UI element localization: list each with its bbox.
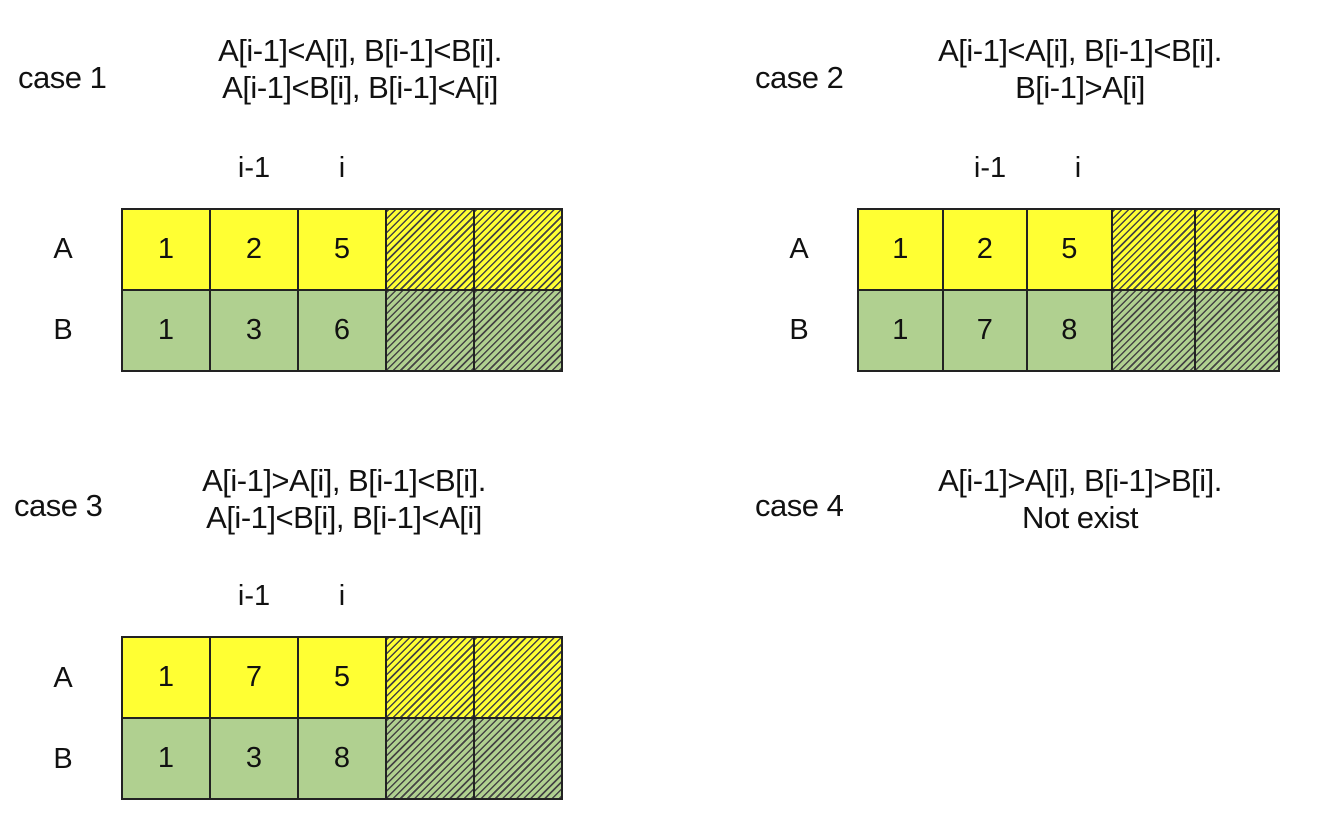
array-b-hatched-cell [385, 289, 475, 372]
array-a-row: 1 7 5 [121, 636, 563, 719]
array-b-hatched-cell [1110, 289, 1197, 372]
array-a-cell: 2 [209, 208, 299, 291]
index-label-cur: i [338, 152, 346, 184]
case-3-panel: case 3 A[i-1]>A[i], B[i-1]<B[i]. A[i-1]<… [0, 420, 620, 820]
index-label-prev: i-1 [973, 152, 1007, 184]
array-b-row: 1 3 6 [121, 289, 563, 372]
condition-line-2: A[i-1]<B[i], B[i-1]<A[i] [206, 500, 482, 535]
row-label-b: B [53, 743, 73, 775]
array-grid: 1 7 5 1 3 8 [121, 636, 563, 800]
condition-text: A[i-1]<A[i], B[i-1]<B[i]. B[i-1]>A[i] [860, 32, 1300, 106]
array-b-hatched-cell [473, 289, 563, 372]
array-grid: 1 2 5 1 7 8 [857, 208, 1280, 372]
array-b-cell: 1 [121, 289, 211, 372]
case-label: case 2 [755, 60, 844, 95]
condition-line-1: A[i-1]>A[i], B[i-1]>B[i]. [938, 463, 1222, 498]
index-label-prev: i-1 [237, 580, 271, 612]
case-4-panel: case 4 A[i-1]>A[i], B[i-1]>B[i]. Not exi… [660, 420, 1280, 820]
case-label: case 4 [755, 488, 844, 523]
array-b-cell: 1 [857, 289, 944, 372]
case-label: case 1 [18, 60, 107, 95]
row-label-b: B [789, 314, 809, 346]
array-a-cell: 1 [857, 208, 944, 291]
array-a-cell: 5 [297, 636, 387, 719]
row-label-a: A [53, 233, 73, 265]
array-b-row: 1 7 8 [857, 289, 1280, 372]
condition-text: A[i-1]>A[i], B[i-1]>B[i]. Not exist [860, 462, 1300, 536]
condition-line-2: B[i-1]>A[i] [1015, 70, 1145, 105]
index-label-cur: i [1074, 152, 1082, 184]
array-a-cell: 5 [1026, 208, 1113, 291]
condition-text: A[i-1]>A[i], B[i-1]<B[i]. A[i-1]<B[i], B… [124, 462, 564, 536]
index-label-cur: i [338, 580, 346, 612]
array-a-hatched-cell [385, 636, 475, 719]
case-1-panel: case 1 A[i-1]<A[i], B[i-1]<B[i]. A[i-1]<… [0, 0, 620, 400]
array-a-row: 1 2 5 [121, 208, 563, 291]
array-b-row: 1 3 8 [121, 717, 563, 800]
case-label: case 3 [14, 488, 103, 523]
index-label-prev: i-1 [237, 152, 271, 184]
array-b-cell: 8 [1026, 289, 1113, 372]
row-label-a: A [789, 233, 809, 265]
case-2-panel: case 2 A[i-1]<A[i], B[i-1]<B[i]. B[i-1]>… [660, 0, 1280, 400]
row-label-a: A [53, 662, 73, 694]
array-grid: 1 2 5 1 3 6 [121, 208, 563, 372]
array-b-cell: 8 [297, 717, 387, 800]
array-a-hatched-cell [1110, 208, 1197, 291]
array-b-cell: 6 [297, 289, 387, 372]
array-a-cell: 2 [941, 208, 1029, 291]
array-a-row: 1 2 5 [857, 208, 1280, 291]
array-b-cell: 7 [941, 289, 1029, 372]
condition-line-2: A[i-1]<B[i], B[i-1]<A[i] [222, 70, 498, 105]
row-label-b: B [53, 314, 73, 346]
array-b-cell: 1 [121, 717, 211, 800]
condition-text: A[i-1]<A[i], B[i-1]<B[i]. A[i-1]<B[i], B… [140, 32, 580, 106]
array-b-cell: 3 [209, 717, 299, 800]
array-b-cell: 3 [209, 289, 299, 372]
condition-line-1: A[i-1]<A[i], B[i-1]<B[i]. [938, 33, 1222, 68]
array-a-hatched-cell [385, 208, 475, 291]
condition-line-1: A[i-1]>A[i], B[i-1]<B[i]. [202, 463, 486, 498]
array-b-hatched-cell [385, 717, 475, 800]
array-a-cell: 7 [209, 636, 299, 719]
array-a-cell: 1 [121, 636, 211, 719]
array-a-hatched-cell [473, 636, 563, 719]
condition-line-1: A[i-1]<A[i], B[i-1]<B[i]. [218, 33, 502, 68]
array-a-hatched-cell [1194, 208, 1280, 291]
array-a-cell: 1 [121, 208, 211, 291]
array-b-hatched-cell [1194, 289, 1280, 372]
array-a-cell: 5 [297, 208, 387, 291]
array-a-hatched-cell [473, 208, 563, 291]
condition-line-2: Not exist [1021, 500, 1139, 535]
array-b-hatched-cell [473, 717, 563, 800]
